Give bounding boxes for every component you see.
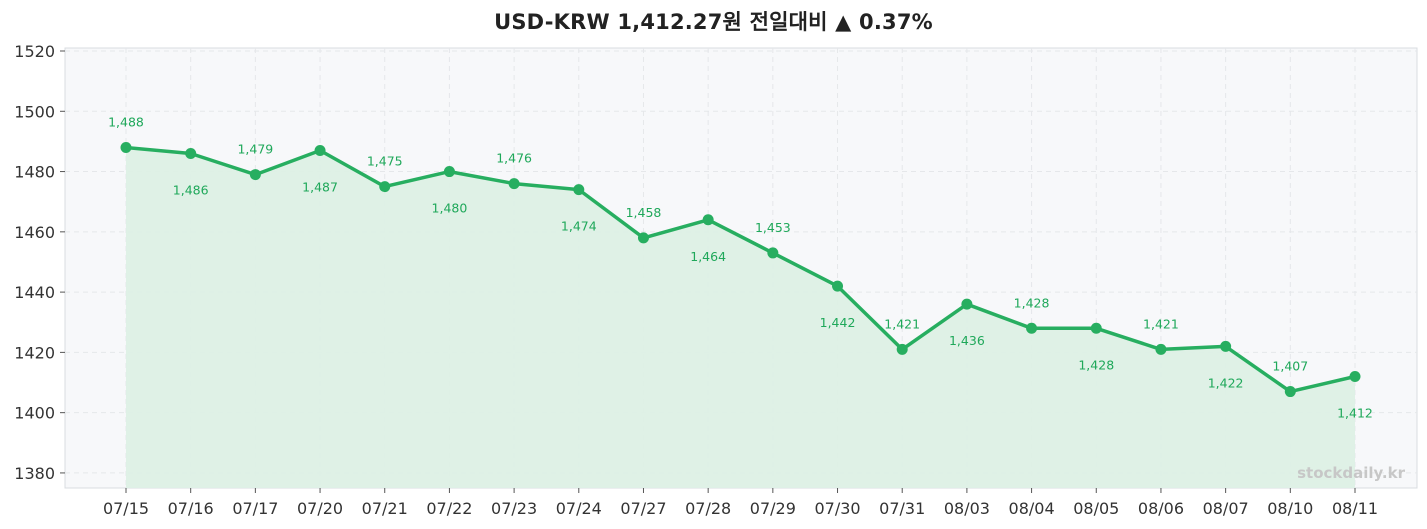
data-point (1090, 322, 1102, 334)
watermark: stockdaily.kr (1297, 464, 1405, 482)
chart-title: USD-KRW 1,412.27원 전일대비 ▲ 0.37% (494, 10, 933, 34)
x-tick-label: 07/16 (168, 499, 214, 518)
data-point (249, 169, 261, 181)
data-label: 1,480 (432, 201, 468, 216)
data-point (314, 144, 326, 156)
x-tick-label: 08/10 (1267, 499, 1313, 518)
data-point (443, 166, 455, 178)
y-tick-label: 1400 (14, 404, 55, 423)
data-label: 1,474 (561, 219, 597, 234)
data-point (120, 141, 132, 153)
data-point (573, 184, 585, 196)
data-labels: 1,488 1,486 1,479 1,487 1,475 1,480 1,476 1,474… (108, 114, 1373, 420)
x-tick-label: 07/21 (362, 499, 408, 518)
data-point (379, 181, 391, 193)
y-tick-label: 1460 (14, 223, 55, 242)
data-point (961, 298, 973, 310)
data-point (702, 214, 714, 226)
data-label: 1,428 (1078, 357, 1114, 372)
data-label: 1,487 (302, 179, 338, 194)
data-point (1155, 343, 1167, 355)
y-axis-ticks: 1380 1400 1420 1440 1460 1480 1500 1520 (14, 42, 65, 483)
data-point (896, 343, 908, 355)
data-point (185, 147, 197, 159)
x-tick-label: 07/15 (103, 499, 149, 518)
y-tick-label: 1380 (14, 464, 55, 483)
data-label: 1,488 (108, 114, 144, 129)
x-tick-label: 07/30 (814, 499, 860, 518)
x-tick-label: 08/06 (1138, 499, 1184, 518)
data-label: 1,421 (884, 316, 920, 331)
y-tick-label: 1520 (14, 42, 55, 61)
x-tick-label: 07/22 (426, 499, 472, 518)
x-tick-label: 08/03 (944, 499, 990, 518)
y-tick-label: 1500 (14, 102, 55, 121)
data-label: 1,464 (690, 249, 726, 264)
data-label: 1,486 (173, 182, 209, 197)
x-tick-label: 07/24 (556, 499, 602, 518)
data-label: 1,442 (820, 315, 856, 330)
data-label: 1,475 (367, 154, 403, 169)
data-point (1284, 386, 1296, 398)
data-label: 1,479 (237, 142, 273, 157)
x-tick-label: 07/17 (232, 499, 278, 518)
area-fill (126, 147, 1355, 488)
data-label: 1,422 (1208, 375, 1244, 390)
x-tick-label: 07/28 (685, 499, 731, 518)
x-tick-label: 07/29 (750, 499, 796, 518)
data-points (120, 141, 1361, 398)
data-point (1026, 322, 1038, 334)
data-point (1220, 340, 1232, 352)
data-label: 1,436 (949, 333, 985, 348)
x-tick-label: 07/31 (879, 499, 925, 518)
x-tick-label: 08/05 (1073, 499, 1119, 518)
data-label: 1,412 (1337, 405, 1373, 420)
x-axis-ticks: 07/15 07/16 07/17 07/20 07/21 07/22 07/23 07/24… (103, 488, 1378, 518)
y-tick-label: 1420 (14, 343, 55, 362)
x-tick-label: 07/27 (620, 499, 666, 518)
data-label: 1,421 (1143, 316, 1179, 331)
data-label: 1,428 (1014, 295, 1050, 310)
data-label: 1,458 (626, 205, 662, 220)
data-label: 1,407 (1272, 359, 1308, 374)
data-point (1349, 370, 1361, 382)
y-tick-label: 1440 (14, 283, 55, 302)
data-point (508, 178, 520, 190)
x-tick-label: 07/20 (297, 499, 343, 518)
data-point (832, 280, 844, 292)
x-tick-label: 07/23 (491, 499, 537, 518)
x-tick-label: 08/07 (1203, 499, 1249, 518)
x-tick-label: 08/04 (1009, 499, 1055, 518)
y-tick-label: 1480 (14, 163, 55, 182)
series-line (125, 145, 1356, 394)
x-tick-label: 08/11 (1332, 499, 1378, 518)
data-point (767, 247, 779, 259)
data-label: 1,453 (755, 220, 791, 235)
data-point (637, 232, 649, 244)
data-label: 1,476 (496, 151, 532, 166)
